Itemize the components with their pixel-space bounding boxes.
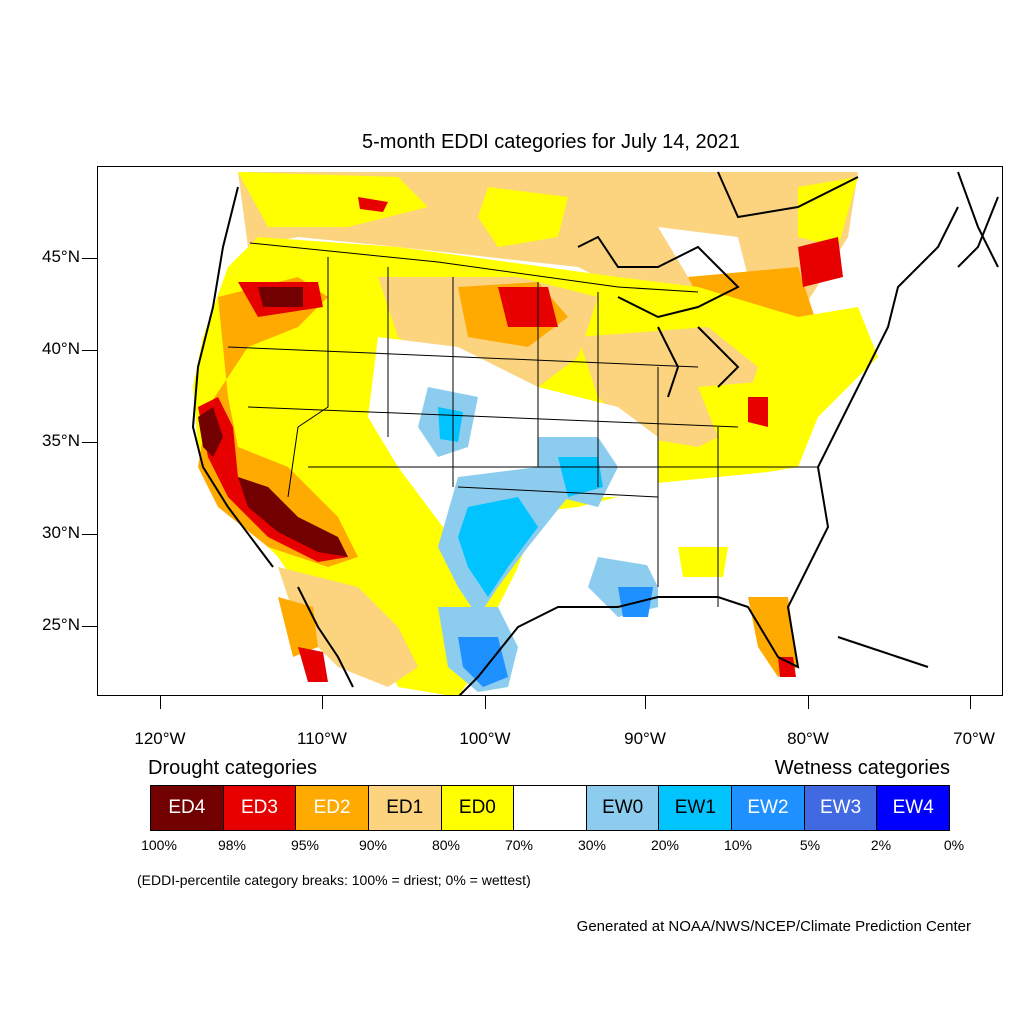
lon-label-90: 90°W (624, 729, 666, 748)
percentile-label: 70% (504, 837, 534, 853)
legend-swatch-ew2: EW2 (732, 786, 805, 830)
canada-region (238, 172, 858, 337)
lon-tick (645, 696, 646, 709)
wetness-heading: Wetness categories (774, 757, 950, 779)
lat-tick (82, 350, 97, 351)
conus-region (193, 237, 878, 695)
credit-line: Generated at NOAA/NWS/NCEP/Climate Predi… (576, 918, 971, 935)
legend-swatch-ew0: EW0 (586, 786, 660, 830)
legend-swatch-ed3: ED3 (223, 786, 297, 830)
lat-tick (82, 534, 97, 535)
percentile-label: 90% (358, 837, 388, 853)
percentile-label: 30% (577, 837, 607, 853)
lat-label-40: 40°N (42, 339, 80, 358)
percentile-label: 95% (290, 837, 320, 853)
map-title: 5-month EDDI categories for July 14, 202… (362, 131, 740, 153)
percentile-label: 5% (799, 837, 821, 853)
lat-label-25: 25°N (42, 615, 80, 634)
percentile-label: 10% (723, 837, 753, 853)
legend-swatch-ew1: EW1 (659, 786, 733, 830)
lon-label-120: 120°W (134, 729, 186, 748)
lat-tick (82, 626, 97, 627)
percentile-label: 0% (943, 837, 965, 853)
eddi-map (191, 171, 999, 695)
lon-tick (808, 696, 809, 709)
coastlines (191, 171, 999, 695)
lon-label-70: 70°W (953, 729, 995, 748)
legend-swatch-ed1: ED1 (368, 786, 442, 830)
lon-tick (322, 696, 323, 709)
legend-bar: ED4 ED3 ED2 ED1 ED0 EW0 EW1 EW2 EW3 EW4 (150, 785, 950, 831)
lon-label-100: 100°W (459, 729, 511, 748)
legend-swatch-ed4: ED4 (151, 786, 224, 830)
legend-swatch-ew3: EW3 (804, 786, 878, 830)
percentile-label: 20% (650, 837, 680, 853)
lon-tick (160, 696, 161, 709)
legend-swatch-neutral (514, 786, 587, 830)
legend-swatch-ew4: EW4 (877, 786, 950, 830)
drought-heading: Drought categories (148, 757, 317, 779)
percentile-label: 2% (870, 837, 892, 853)
map-frame (97, 166, 1003, 696)
percentile-label: 100% (141, 837, 177, 853)
percentile-label: 80% (431, 837, 461, 853)
lon-tick (970, 696, 971, 709)
legend-swatch-ed2: ED2 (296, 786, 369, 830)
boundaries (227, 242, 818, 607)
lon-label-110: 110°W (297, 729, 347, 748)
lon-tick (485, 696, 486, 709)
breaks-note: (EDDI-percentile category breaks: 100% =… (137, 872, 531, 888)
legend-swatch-ed0: ED0 (441, 786, 515, 830)
lat-label-45: 45°N (42, 247, 80, 266)
lat-tick (82, 442, 97, 443)
lat-label-35: 35°N (42, 431, 80, 450)
lat-label-30: 30°N (42, 523, 80, 542)
lat-tick (82, 258, 97, 259)
lon-label-80: 80°W (787, 729, 829, 748)
percentile-label: 98% (217, 837, 247, 853)
